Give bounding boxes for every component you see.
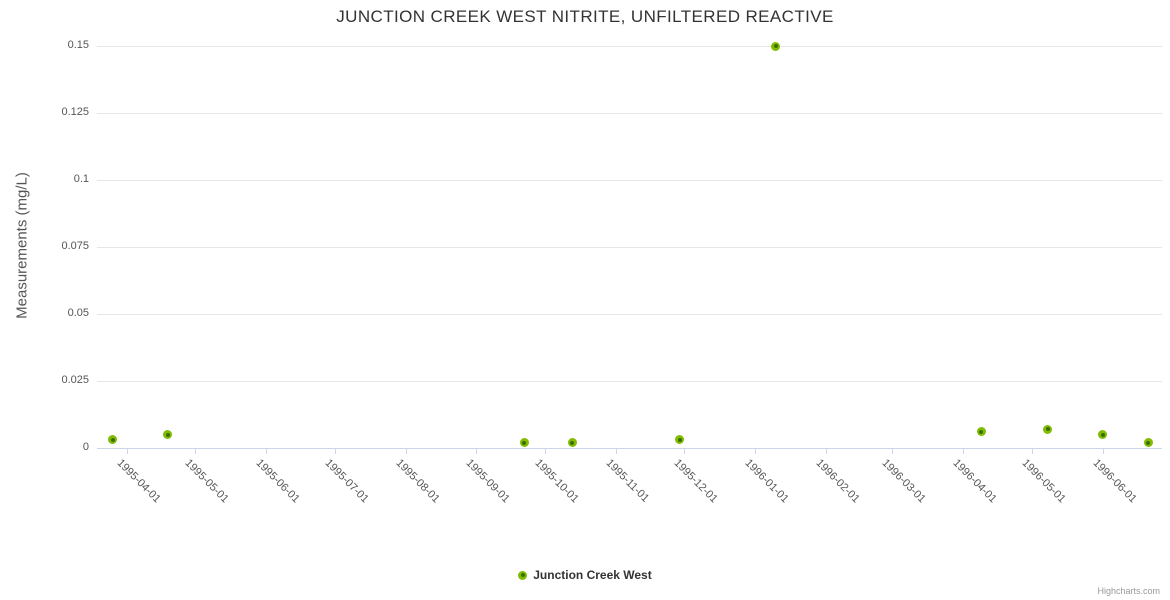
y-gridline [97,45,1162,47]
data-point[interactable] [976,427,986,437]
y-tick-label: 0.025 [61,374,89,386]
plot-area: 1995-04-01 1995-05-01 1995-06-01 1995-07-01… [97,41,1162,505]
x-tick-label: 1996-03-01 [879,457,929,506]
x-tick-label: 1996-01-01 [742,457,791,506]
y-tick-label: 0.1 [73,173,89,185]
x-tick-mark [755,448,757,454]
y-tick-label: 0.15 [67,39,89,51]
x-tick-mark [126,448,128,454]
x-tick-mark [963,448,965,454]
x-tick-label: 1996-02-01 [813,457,862,506]
legend: Junction Creek West [0,568,1170,582]
x-tick-label: 1995-12-01 [671,457,721,506]
x-tick-label: 1995-11-01 [603,457,651,505]
x-tick-label: 1995-04-01 [114,457,163,506]
legend-label: Junction Creek West [533,568,652,582]
data-point[interactable] [675,435,685,445]
y-gridline [97,246,1162,248]
x-tick-mark [544,448,546,454]
x-tick-mark [405,448,407,454]
x-tick-label: 1996-04-01 [950,457,999,506]
x-tick-mark [826,448,828,454]
x-tick-mark [615,448,617,454]
legend-item-junction-creek-west[interactable]: Junction Creek West [518,568,652,582]
x-tick-label: 1995-07-01 [322,457,371,506]
data-point[interactable] [771,41,781,51]
chart-title: JUNCTION CREEK WEST NITRITE, UNFILTERED … [336,7,834,26]
x-tick-mark [684,448,686,454]
x-tick-mark [1031,448,1033,454]
x-tick-mark [476,448,478,454]
x-tick-mark [195,448,197,454]
y-tick-label: 0 [82,441,89,453]
y-tick-label: 0.075 [61,240,89,252]
data-point[interactable] [567,438,577,448]
y-gridline [97,112,1162,114]
y-tick-label: 0.05 [67,307,89,319]
x-tick-label: 1996-05-01 [1019,457,1068,506]
y-gridline [97,179,1162,181]
x-tick-mark [334,448,336,454]
data-point[interactable] [519,438,529,448]
x-tick-label: 1995-08-01 [393,457,442,506]
data-point[interactable] [163,430,173,440]
y-tick-label: 0.125 [61,106,89,118]
y-gridline [97,313,1162,315]
x-tick-mark [1102,448,1104,454]
data-point[interactable] [1043,424,1053,434]
x-tick-mark [266,448,268,454]
y-gridline [97,380,1162,382]
data-point[interactable] [1098,430,1108,440]
x-tick-label: 1995-06-01 [253,457,302,506]
data-point[interactable] [1143,438,1153,448]
x-tick-mark [892,448,894,454]
highcharts-credits-link[interactable]: Highcharts.com [1097,586,1160,596]
x-tick-label: 1996-06-01 [1090,457,1139,506]
data-point[interactable] [108,435,118,445]
x-tick-label: 1995-10-01 [532,457,581,506]
x-tick-label: 1995-05-01 [182,457,232,506]
series-marker-icon [518,570,528,580]
x-tick-label: 1995-09-01 [463,457,513,506]
